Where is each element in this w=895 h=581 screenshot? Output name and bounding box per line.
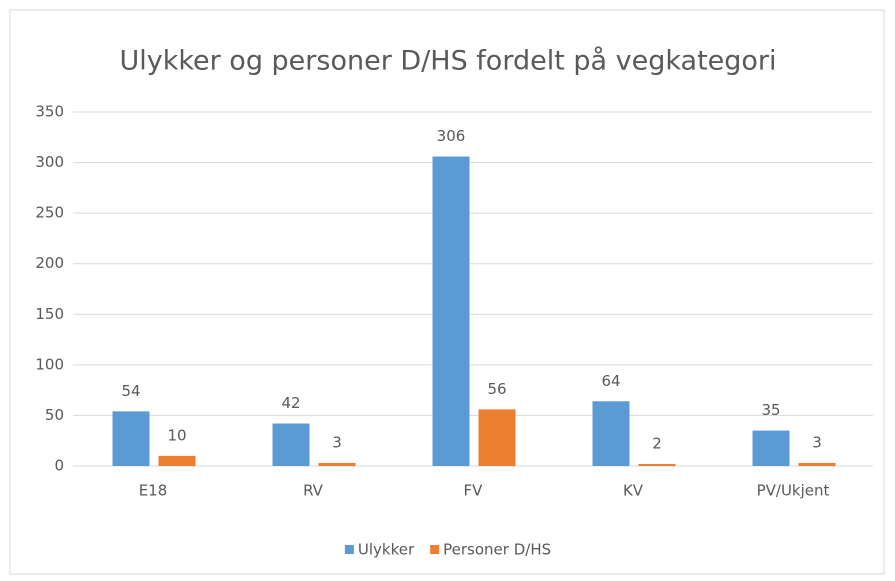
y-tick-label: 300: [35, 153, 64, 171]
bar: [752, 430, 790, 466]
data-label: 64: [601, 372, 620, 390]
x-tick-label: E18: [139, 482, 168, 500]
legend-label: Ulykker: [358, 541, 415, 559]
data-label: 56: [487, 380, 506, 398]
legend-swatch: [430, 545, 440, 554]
bar: [798, 462, 836, 466]
y-tick-label: 50: [45, 406, 64, 424]
data-label: 3: [812, 433, 822, 451]
data-label: 3: [332, 433, 342, 451]
data-label: 306: [437, 127, 466, 145]
data-label: 10: [167, 426, 186, 444]
legend-swatch: [344, 545, 354, 554]
x-tick-label: PV/Ukjent: [757, 482, 830, 500]
x-tick-label: RV: [303, 482, 324, 500]
bar: [318, 462, 356, 466]
y-tick-label: 150: [35, 305, 64, 323]
x-tick-label: FV: [464, 482, 484, 500]
bar: [432, 156, 470, 466]
bar: [592, 401, 630, 466]
bar: [638, 463, 676, 466]
bar: [272, 423, 310, 466]
data-label: 54: [121, 382, 140, 400]
y-tick-label: 200: [35, 254, 64, 272]
bar: [478, 409, 516, 466]
chart-title: Ulykker og personer D/HS fordelt på vegk…: [119, 46, 776, 77]
y-tick-label: 350: [35, 103, 64, 121]
data-label: 35: [761, 401, 780, 419]
y-tick-label: 0: [54, 457, 64, 475]
data-label: 2: [652, 434, 662, 452]
y-tick-label: 100: [35, 355, 64, 373]
bar: [158, 455, 196, 466]
y-tick-label: 250: [35, 204, 64, 222]
x-tick-label: KV: [623, 482, 644, 500]
legend-label: Personer D/HS: [443, 541, 551, 559]
data-label: 42: [281, 394, 300, 412]
bar: [112, 411, 150, 466]
